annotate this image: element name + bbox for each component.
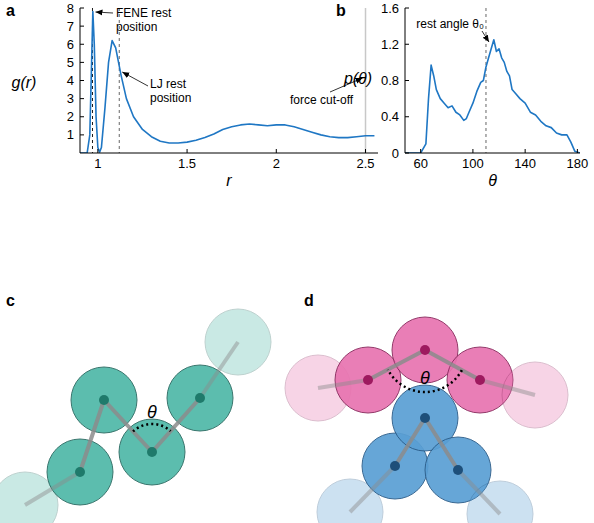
- y-tick-label: 0.4: [381, 109, 399, 124]
- x-tick-label: 1: [94, 156, 101, 171]
- y-tick: [405, 116, 409, 117]
- x-tick: [577, 149, 578, 153]
- bead-center: [390, 461, 400, 471]
- y-tick-label: 1: [67, 127, 74, 142]
- angle-arc: [133, 424, 171, 431]
- x-axis: [405, 153, 580, 154]
- plot-area: [405, 8, 580, 153]
- annotation-text: rest angle θ₀: [416, 17, 484, 31]
- x-tick: [472, 149, 473, 153]
- bond: [318, 380, 368, 388]
- x-axis-title: θ: [488, 172, 497, 189]
- x-axis: [80, 153, 378, 154]
- chart-panel: 1 1.5 2 2.5 1 2 3 4 5 6 7 8 r g(r) a FENE restposition L…: [6, 1, 378, 190]
- diagram-c: cθ: [0, 292, 271, 523]
- panel-letter: c: [6, 292, 15, 309]
- x-tick: [420, 149, 421, 153]
- y-tick-label: 8: [67, 1, 74, 16]
- y-tick: [80, 44, 84, 45]
- bead-center: [75, 467, 85, 477]
- bond: [395, 418, 425, 466]
- panel-letter: a: [6, 2, 15, 19]
- y-tick: [80, 26, 84, 27]
- bond: [425, 418, 458, 470]
- x-tick: [97, 149, 98, 153]
- data-line: [405, 40, 580, 153]
- x-tick: [187, 149, 188, 153]
- y-tick-label: 5: [67, 55, 74, 70]
- y-tick: [80, 98, 84, 99]
- bond: [480, 380, 535, 395]
- annotation-text: LJ restposition: [150, 77, 191, 105]
- y-tick: [80, 62, 84, 63]
- bead-center: [475, 375, 485, 385]
- x-tick: [525, 149, 526, 153]
- bead: [335, 347, 401, 413]
- y-tick-label: 0: [392, 146, 399, 161]
- annotation-arrow: [122, 72, 148, 86]
- y-tick-label: 7: [67, 19, 74, 34]
- x-tick-label: 2: [273, 156, 280, 171]
- bond: [25, 472, 80, 505]
- bond: [458, 470, 500, 514]
- data-line: [80, 12, 374, 153]
- y-tick-label: 2: [67, 109, 74, 124]
- y-tick-label: 3: [67, 91, 74, 106]
- reference-line: [485, 8, 486, 153]
- y-tick: [405, 80, 409, 81]
- bond: [152, 398, 200, 452]
- y-axis-title: g(r): [12, 74, 37, 91]
- bead-center: [363, 375, 373, 385]
- bond: [104, 400, 152, 452]
- y-tick: [405, 8, 409, 9]
- y-tick: [80, 80, 84, 81]
- bead-center: [453, 465, 463, 475]
- bead-center: [420, 413, 430, 423]
- annotation-text: FENE restposition: [116, 6, 172, 34]
- bead-center: [195, 393, 205, 403]
- y-axis-title: p(θ): [343, 70, 372, 87]
- y-tick-label: 1.6: [381, 1, 399, 16]
- x-tick-label: 180: [567, 156, 589, 171]
- bond: [80, 400, 104, 472]
- bead-center: [420, 345, 430, 355]
- x-axis-title: r: [226, 172, 232, 189]
- x-tick: [276, 149, 277, 153]
- angle-label: θ: [147, 402, 157, 422]
- bead: [47, 439, 113, 505]
- annotation-arrow: [95, 12, 113, 13]
- diagram-d: dθ: [285, 292, 568, 523]
- x-tick-label: 100: [462, 156, 484, 171]
- chart-panel: 60 100 140 180 0 0.4 0.8 1.2 1.6 θ p(θ) b rest angle…: [336, 1, 588, 190]
- x-tick-label: 140: [514, 156, 536, 171]
- panel-letter: d: [304, 292, 314, 309]
- bond: [425, 350, 480, 380]
- y-tick: [405, 153, 409, 154]
- bond: [200, 342, 238, 398]
- bond: [368, 350, 425, 380]
- x-tick-label: 60: [413, 156, 427, 171]
- angle-label: θ: [420, 368, 430, 388]
- y-tick: [80, 8, 84, 9]
- y-tick-label: 0.8: [381, 73, 399, 88]
- y-tick: [80, 116, 84, 117]
- y-tick: [405, 44, 409, 45]
- y-tick: [80, 134, 84, 135]
- panel-letter: b: [336, 2, 346, 19]
- x-tick-label: 2.5: [356, 156, 374, 171]
- annotation-arrow: [482, 31, 489, 42]
- y-tick-label: 1.2: [381, 37, 399, 52]
- annotation-text: force cut-off: [290, 93, 354, 107]
- bond: [350, 466, 395, 512]
- bead-center: [99, 395, 109, 405]
- y-tick-label: 6: [67, 37, 74, 52]
- x-tick-label: 1.5: [178, 156, 196, 171]
- figure: 1 1.5 2 2.5 1 2 3 4 5 6 7 8 r g(r) a FENE restposition L…: [0, 0, 594, 523]
- x-tick: [365, 149, 366, 153]
- y-tick-label: 4: [67, 73, 74, 88]
- bead-center: [147, 447, 157, 457]
- plot-area: [80, 8, 374, 153]
